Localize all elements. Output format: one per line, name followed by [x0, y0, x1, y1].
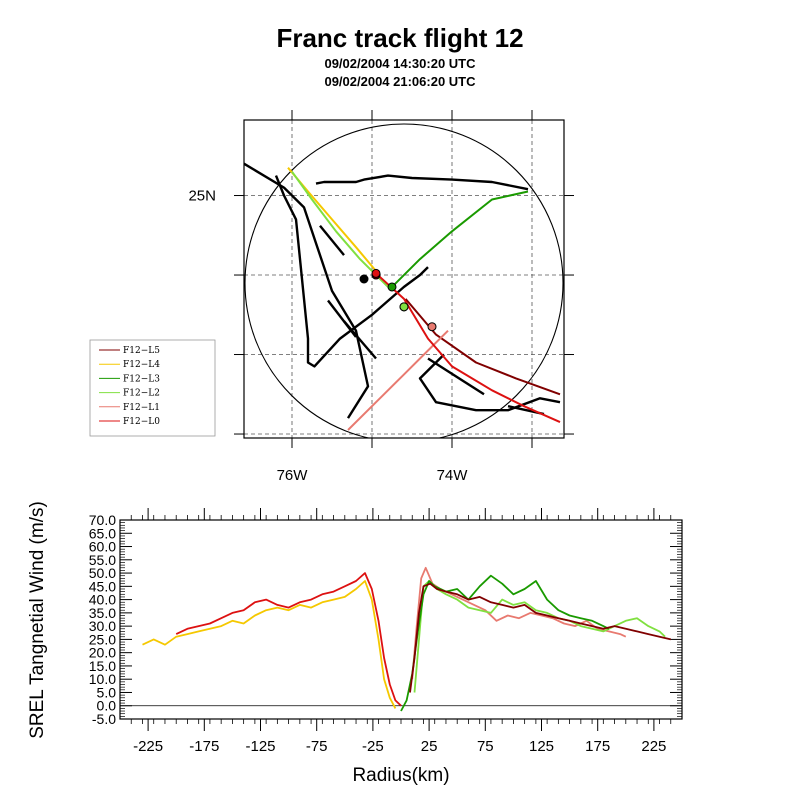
y-tick-label-2: 5.0 [97, 684, 117, 700]
plot-frame [119, 519, 683, 720]
series-line-4 [400, 574, 610, 712]
y-tick-label-5: 20.0 [89, 645, 116, 661]
map-ticks [234, 110, 574, 448]
plot-tick-labels: -225 -175 -125 -75 -25 25 75 125 175 225 -5.00.05.… [89, 512, 667, 755]
y-tick-label-4: 15.0 [89, 658, 116, 674]
track-path-2 [315, 174, 529, 191]
map-lon-label: 74W [437, 467, 469, 484]
y-tick-label-14: 65.0 [89, 525, 116, 541]
y-axis-label: SREL Tangnetial Wind (m/s) [27, 501, 48, 739]
legend-label-2: F12−L3 [123, 374, 160, 384]
legend-label-1: F12−L4 [123, 360, 160, 370]
y-tick-label-13: 60.0 [89, 539, 116, 555]
x-tick-label-7: 125 [529, 738, 554, 755]
legend: F12−L5 F12−L4 F12−L3 F12−L2 F12−L1 F12−L0 [89, 339, 216, 437]
track-path-1 [274, 175, 429, 368]
series-line-5 [409, 582, 672, 693]
y-tick-label-15: 70.0 [89, 512, 116, 528]
map-frame [243, 119, 565, 439]
chart-title: Franc track flight 12 [276, 23, 523, 53]
x-tick-label-8: 175 [585, 738, 610, 755]
x-tick-label-0: -225 [133, 738, 163, 755]
track-segment-3 [427, 357, 485, 396]
map-lon-label: 76W [277, 467, 309, 484]
legend-box [89, 339, 216, 437]
series-line-2 [411, 566, 627, 680]
chart-subtitle-end: 09/02/2004 21:06:20 UTC [324, 74, 476, 89]
series-line-3 [413, 580, 666, 693]
y-tick-label-3: 10.0 [89, 671, 116, 687]
leg-path-4 [347, 329, 449, 431]
leg-center-marker-2 [387, 282, 397, 292]
y-tick-label-7: 30.0 [89, 618, 116, 634]
flight-track [244, 162, 561, 419]
x-tick-label-2: -125 [245, 738, 275, 755]
wind-series [142, 566, 672, 712]
leg-path-2 [391, 190, 529, 288]
chart-subtitle-start: 09/02/2004 14:30:20 UTC [324, 56, 476, 71]
y-tick-label-1: 0.0 [97, 698, 117, 714]
x-tick-label-5: 25 [421, 738, 438, 755]
range-circle [244, 123, 564, 438]
leg-path-0 [404, 298, 561, 396]
legend-label-0: F12−L5 [123, 346, 160, 356]
wind-profile-panel: -225 -175 -125 -75 -25 25 75 125 175 225 -5.00.05.… [27, 501, 683, 786]
legend-label-3: F12−L2 [123, 389, 160, 399]
series-line-1 [175, 572, 402, 707]
series-line-0 [142, 580, 397, 709]
track-segment-2 [343, 320, 377, 360]
y-tick-label-9: 40.0 [89, 592, 116, 608]
map-panel: 76W74W25N23N F12−L5F12−L4F12−L3F12−L2F12… [89, 110, 574, 484]
track-path-3 [418, 353, 561, 412]
storm-center-marker [359, 274, 369, 284]
flight-legs [287, 167, 561, 431]
legend-label-5: F12−L0 [123, 417, 160, 427]
leg-center-marker-4 [427, 322, 437, 332]
y-tick-label-11: 50.0 [89, 565, 116, 581]
track-path-0 [244, 162, 370, 419]
map-gridlines [244, 120, 564, 438]
leg-center-marker-5 [371, 268, 381, 278]
y-tick-label-12: 55.0 [89, 552, 116, 568]
track-segment-0 [319, 224, 345, 256]
map-lat-label: 25N [188, 188, 216, 205]
x-tick-label-9: 225 [641, 738, 666, 755]
y-tick-label-0: -5.0 [92, 711, 116, 727]
leg-path-5 [375, 272, 561, 424]
plot-ticks [120, 508, 682, 731]
x-axis-label: Radius(km) [352, 765, 449, 786]
legend-label-4: F12−L1 [123, 403, 160, 413]
x-tick-label-3: -75 [306, 738, 328, 755]
leg-center-marker-3 [399, 302, 409, 312]
y-tick-label-8: 35.0 [89, 605, 116, 621]
y-tick-label-6: 25.0 [89, 631, 116, 647]
x-tick-label-1: -175 [189, 738, 219, 755]
x-tick-label-4: -25 [362, 738, 384, 755]
leg-path-3 [291, 171, 389, 288]
x-tick-label-6: 75 [477, 738, 494, 755]
y-tick-label-10: 45.0 [89, 578, 116, 594]
